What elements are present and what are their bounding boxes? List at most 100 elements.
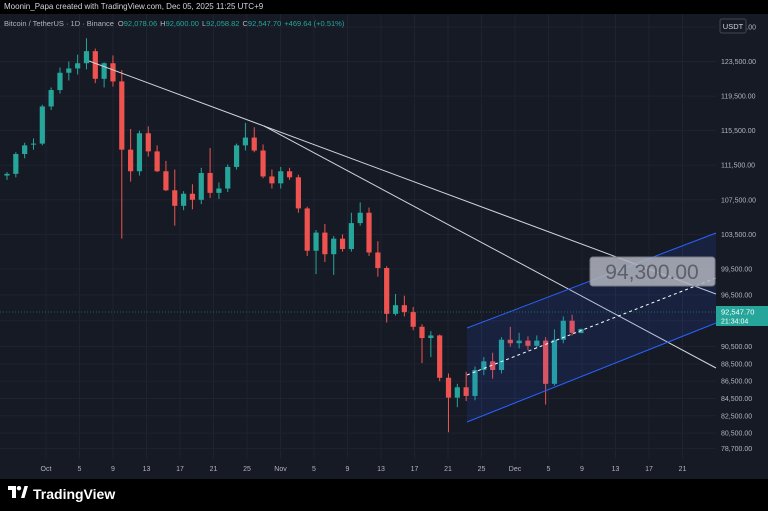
symbol-name: Bitcoin / TetherUS · 1D · Binance (4, 19, 114, 28)
annotation-box (589, 256, 716, 287)
candle[interactable] (313, 230, 319, 275)
candle-body (22, 145, 28, 154)
candle[interactable] (375, 241, 381, 277)
candle[interactable] (163, 160, 169, 192)
y-tick-label: 99,500.00 (721, 266, 752, 273)
candle[interactable] (66, 61, 72, 81)
low-value: 92,058.82 (206, 19, 239, 28)
chart-panel[interactable]: 94,300.00 127,500.00123,500.00119,500.00… (0, 14, 768, 479)
candle-body (172, 190, 178, 206)
candle[interactable] (92, 48, 98, 84)
candle[interactable] (357, 202, 363, 226)
candle[interactable] (269, 169, 275, 189)
candle-body (66, 68, 72, 73)
candle[interactable] (366, 207, 372, 256)
usdt-badge[interactable]: USDT (719, 18, 747, 34)
candle[interactable] (401, 295, 407, 317)
candle[interactable] (560, 316, 566, 344)
attribution-bar: Moonin_Papa created with TradingView.com… (0, 0, 768, 14)
candle[interactable] (490, 352, 496, 379)
candle[interactable] (110, 55, 116, 87)
candle-body (551, 339, 558, 384)
candle[interactable] (57, 67, 63, 94)
candle[interactable] (384, 266, 390, 323)
candle-body (419, 326, 425, 339)
candle-body (516, 340, 522, 344)
candle-body (242, 137, 249, 146)
candle-body (30, 143, 37, 145)
candle-body (92, 51, 98, 79)
candle[interactable] (181, 191, 187, 211)
candle-body (48, 90, 54, 107)
price-chart[interactable]: 94,300.00 127,500.00123,500.00119,500.00… (0, 14, 768, 479)
candle[interactable] (525, 336, 531, 351)
trendline-upper (88, 60, 717, 295)
candle[interactable] (507, 326, 513, 347)
annotation-callout[interactable]: 94,300.00 (589, 256, 716, 287)
tradingview-brand[interactable]: TradingView (8, 484, 115, 504)
candle-body (348, 223, 354, 250)
candle-body (525, 340, 531, 346)
candle[interactable] (445, 373, 452, 433)
candle[interactable] (4, 172, 10, 180)
candle[interactable] (419, 324, 425, 364)
candle[interactable] (410, 306, 416, 331)
candle[interactable] (242, 122, 249, 151)
brand-name: TradingView (33, 486, 116, 502)
candle[interactable] (278, 166, 284, 189)
y-tick-label: 90,500.00 (721, 344, 752, 351)
candle-body (225, 166, 231, 189)
candle[interactable] (251, 127, 257, 153)
candle-body (198, 172, 204, 200)
candle[interactable] (295, 174, 301, 213)
candle[interactable] (75, 54, 81, 75)
candle[interactable] (216, 182, 222, 199)
candle[interactable] (48, 87, 54, 110)
candle[interactable] (22, 142, 28, 159)
candle[interactable] (172, 169, 178, 226)
candle[interactable] (392, 293, 399, 316)
candle[interactable] (331, 236, 337, 275)
candle[interactable] (498, 337, 505, 374)
candle[interactable] (339, 234, 346, 252)
candle[interactable] (136, 130, 143, 176)
candle[interactable] (83, 38, 90, 70)
candle[interactable] (233, 143, 240, 170)
candle[interactable] (428, 331, 434, 358)
candle-body (145, 133, 151, 152)
candle-body (490, 361, 496, 370)
candle-body (128, 149, 134, 172)
candle[interactable] (154, 145, 160, 173)
candle[interactable] (260, 144, 266, 179)
y-tick-label: 80,500.00 (721, 431, 752, 438)
candle[interactable] (551, 329, 558, 386)
candle[interactable] (304, 206, 310, 256)
candle[interactable] (225, 164, 231, 192)
y-tick-label: 107,500.00 (721, 197, 756, 204)
candle[interactable] (481, 357, 487, 376)
candle[interactable] (348, 212, 354, 252)
x-tick-label: 9 (346, 466, 350, 473)
candle-body (83, 51, 90, 64)
candle[interactable] (189, 184, 196, 210)
y-tick-label: 82,500.00 (721, 413, 752, 420)
candle[interactable] (569, 314, 575, 336)
candle[interactable] (322, 223, 328, 262)
x-tick-label: 13 (143, 466, 151, 473)
candle[interactable] (543, 337, 549, 405)
candle[interactable] (119, 70, 125, 239)
candle[interactable] (463, 371, 469, 402)
candle[interactable] (13, 152, 19, 178)
candle[interactable] (437, 334, 443, 382)
candle[interactable] (286, 167, 293, 180)
open-value: 92,078.06 (124, 19, 157, 28)
candle[interactable] (39, 104, 45, 146)
candle[interactable] (516, 332, 522, 349)
candle[interactable] (145, 126, 151, 157)
candle[interactable] (198, 167, 204, 205)
candle[interactable] (128, 128, 134, 182)
candle[interactable] (534, 335, 540, 349)
candle[interactable] (454, 383, 460, 408)
candle[interactable] (30, 138, 37, 150)
candle[interactable] (207, 147, 213, 199)
